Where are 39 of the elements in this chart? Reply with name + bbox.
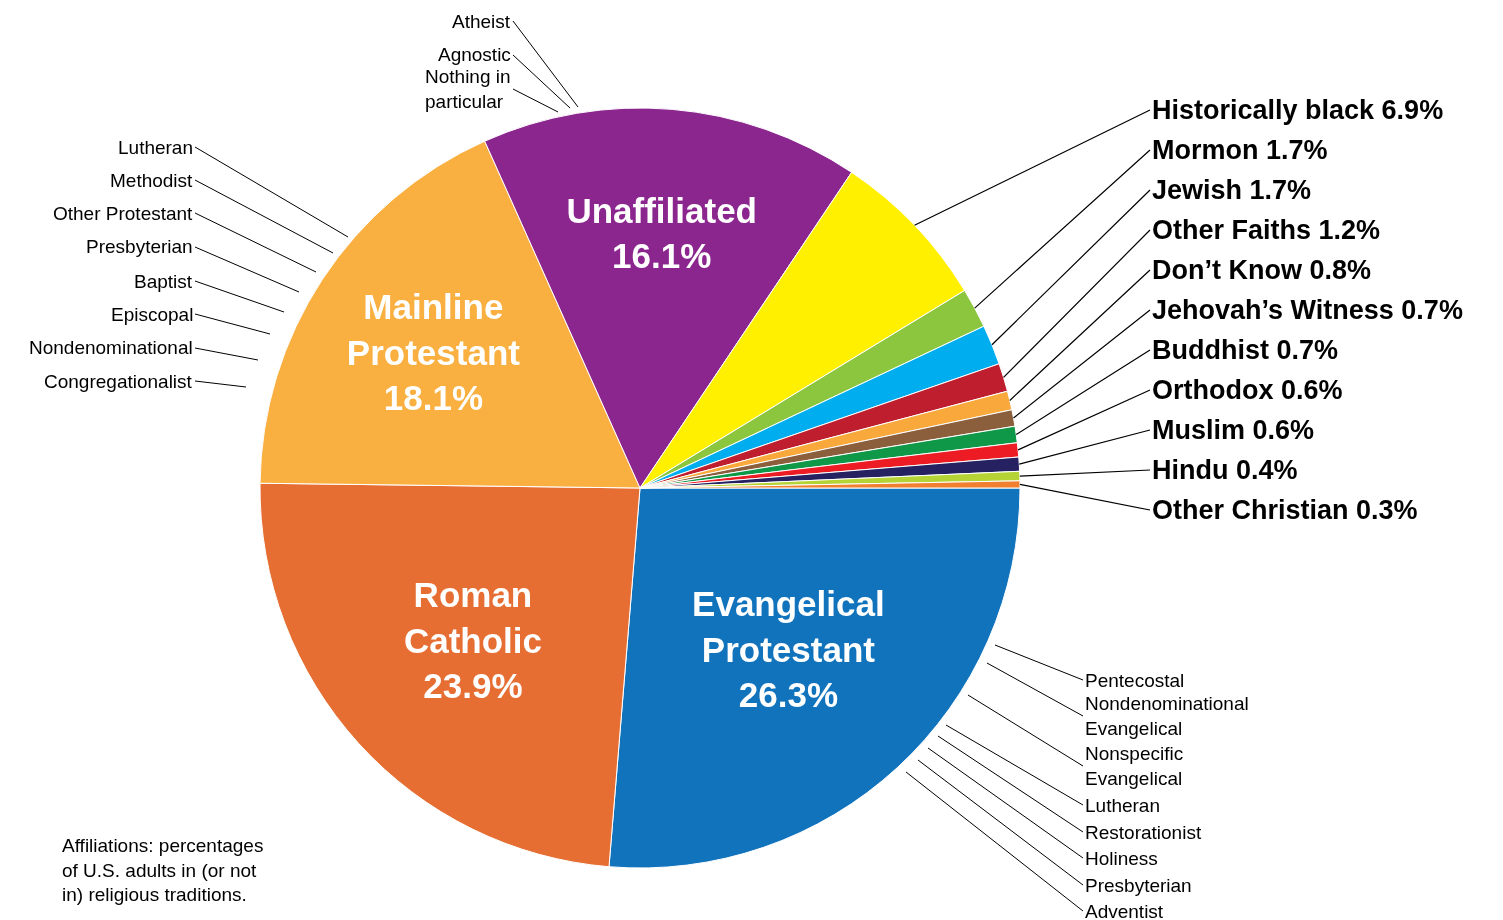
text: Lutheran: [118, 137, 194, 158]
text: Lutheran: [1085, 795, 1161, 816]
text: Nonspecific Evangelical: [1085, 743, 1184, 789]
slice-label: Jewish 1.7%: [1152, 175, 1312, 205]
slice-label: Don’t Know 0.8%: [1152, 255, 1372, 285]
text: Holiness: [1085, 848, 1158, 869]
text: Congregationalist: [44, 371, 193, 392]
text: Methodist: [110, 170, 194, 191]
text: Affiliations: percentages of U.S. adults in (or not in) religious traditions.: [62, 835, 264, 906]
slice-label: Mainline Protestant: [346, 287, 521, 372]
text: Atheist: [452, 11, 511, 32]
slice-label: Mormon 1.7%: [1152, 135, 1328, 165]
text: Restorationist: [1085, 822, 1202, 843]
slice-label: Historically black 6.9%: [1152, 95, 1444, 125]
text: Baptist: [134, 271, 193, 292]
slice-label: Buddhist 0.7%: [1152, 335, 1339, 365]
slice-label: Unaffiliated: [566, 190, 757, 230]
data-label: 16.1%: [612, 236, 712, 276]
text: Nothing in particular: [425, 66, 511, 112]
slice-label: Jehovah’s Witness 0.7%: [1152, 295, 1463, 325]
slice-label: Other Christian 0.3%: [1152, 495, 1418, 525]
slice-label: Hindu 0.4%: [1152, 455, 1298, 485]
text: Agnostic: [438, 44, 511, 65]
slice-label: Roman Catholic: [403, 575, 542, 660]
data-label: 26.3%: [738, 675, 839, 715]
text: Other Protestant: [53, 203, 194, 224]
text: Pentecostal: [1085, 670, 1185, 691]
slice-label: Muslim 0.6%: [1152, 415, 1315, 445]
text: Adventist: [1085, 901, 1164, 920]
slice-label: Orthodox 0.6%: [1152, 375, 1343, 405]
text: Nondenominational Evangelical: [1085, 693, 1249, 739]
slice-label: Other Faiths 1.2%: [1152, 215, 1381, 245]
data-label: 18.1%: [383, 378, 484, 418]
slice-label: Evangelical Protestant: [692, 584, 885, 669]
text: Episcopal: [111, 304, 194, 325]
text: Presbyterian: [86, 236, 193, 257]
data-label: 23.9%: [423, 666, 523, 706]
text: Presbyterian: [1085, 875, 1192, 896]
text: Nondenominational: [29, 337, 193, 358]
